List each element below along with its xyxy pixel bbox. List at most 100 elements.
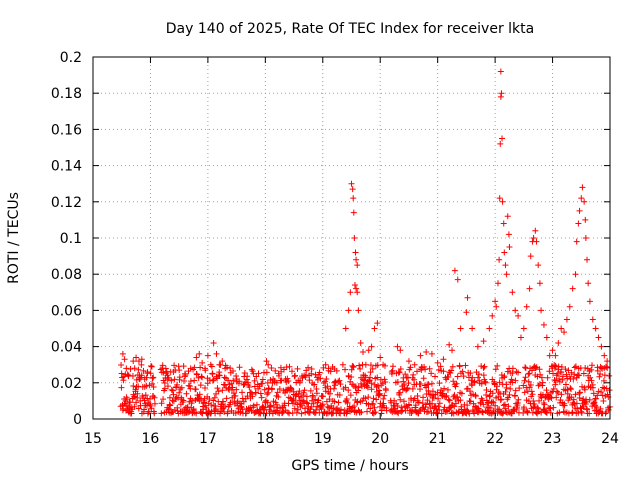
data-point xyxy=(586,298,593,305)
data-point xyxy=(230,368,237,375)
data-point xyxy=(452,383,459,390)
data-point xyxy=(482,378,489,385)
data-point xyxy=(274,389,281,396)
x-axis-label: GPS time / hours xyxy=(291,458,408,474)
data-point xyxy=(143,382,150,389)
data-point xyxy=(578,195,585,202)
data-point xyxy=(520,325,527,332)
data-point xyxy=(576,394,583,401)
data-point xyxy=(535,405,542,412)
data-point xyxy=(579,184,586,191)
data-point xyxy=(322,361,329,368)
data-point xyxy=(541,401,548,408)
data-point xyxy=(130,358,137,365)
data-point xyxy=(211,407,218,414)
data-point xyxy=(368,343,375,350)
data-point xyxy=(586,410,593,417)
y-tick-label: 0.14 xyxy=(51,159,82,175)
data-point xyxy=(553,394,560,401)
data-point xyxy=(304,400,311,407)
data-point xyxy=(593,404,600,411)
data-point xyxy=(187,378,194,385)
data-point xyxy=(404,384,411,391)
data-point xyxy=(367,405,374,412)
data-point xyxy=(505,231,512,238)
data-point xyxy=(349,186,356,193)
data-point xyxy=(502,405,509,412)
data-point xyxy=(420,375,427,382)
data-point xyxy=(362,395,369,402)
axis-ticks xyxy=(92,56,611,420)
data-point xyxy=(501,373,508,380)
data-point xyxy=(512,377,519,384)
data-point xyxy=(568,386,575,393)
data-point xyxy=(159,362,166,369)
data-point xyxy=(249,368,256,375)
data-point xyxy=(275,393,282,400)
data-point xyxy=(165,406,172,413)
data-point xyxy=(308,403,315,410)
data-point xyxy=(269,410,276,417)
data-point xyxy=(577,389,584,396)
data-point xyxy=(432,373,439,380)
data-point xyxy=(309,397,316,404)
data-point xyxy=(138,372,145,379)
data-point xyxy=(456,363,463,370)
data-point xyxy=(148,363,155,370)
data-point xyxy=(434,359,441,366)
data-point xyxy=(196,350,203,357)
data-point xyxy=(166,394,173,401)
data-point xyxy=(598,389,605,396)
data-point xyxy=(515,396,522,403)
data-point xyxy=(435,403,442,410)
data-point xyxy=(197,382,204,389)
data-point xyxy=(258,394,265,401)
data-point xyxy=(342,366,349,373)
data-point xyxy=(478,380,485,387)
data-point xyxy=(166,401,173,408)
data-point xyxy=(533,238,540,245)
data-point xyxy=(299,397,306,404)
x-tick-label: 21 xyxy=(429,431,447,447)
data-point xyxy=(352,249,359,256)
data-point xyxy=(423,384,430,391)
data-point xyxy=(368,380,375,387)
y-axis-label: ROTI / TECUs xyxy=(6,192,22,284)
data-point xyxy=(589,384,596,391)
data-point xyxy=(488,398,495,405)
data-point xyxy=(146,395,153,402)
data-point xyxy=(150,383,157,390)
data-point xyxy=(547,409,554,416)
data-point xyxy=(580,395,587,402)
data-point xyxy=(497,140,504,147)
data-point xyxy=(425,408,432,415)
data-point xyxy=(546,394,553,401)
data-point xyxy=(324,403,331,410)
data-point xyxy=(575,220,582,227)
data-point xyxy=(509,365,516,372)
data-point xyxy=(169,387,176,394)
data-point xyxy=(492,402,499,409)
data-point xyxy=(480,401,487,408)
x-tick-label: 16 xyxy=(142,431,160,447)
data-point xyxy=(539,379,546,386)
data-point xyxy=(174,381,181,388)
data-point xyxy=(489,390,496,397)
data-point xyxy=(297,400,304,407)
data-point xyxy=(203,404,210,411)
y-tick-label: 0.1 xyxy=(60,231,82,247)
data-point xyxy=(469,374,476,381)
data-point xyxy=(181,377,188,384)
data-point xyxy=(402,371,409,378)
data-point xyxy=(524,409,531,416)
data-point xyxy=(417,380,424,387)
data-point xyxy=(396,369,403,376)
data-point xyxy=(500,402,507,409)
data-point xyxy=(552,362,559,369)
data-point xyxy=(493,383,500,390)
data-point xyxy=(504,368,511,375)
data-point xyxy=(561,329,568,336)
data-point xyxy=(529,391,536,398)
data-point xyxy=(188,398,195,405)
data-point xyxy=(275,372,282,379)
